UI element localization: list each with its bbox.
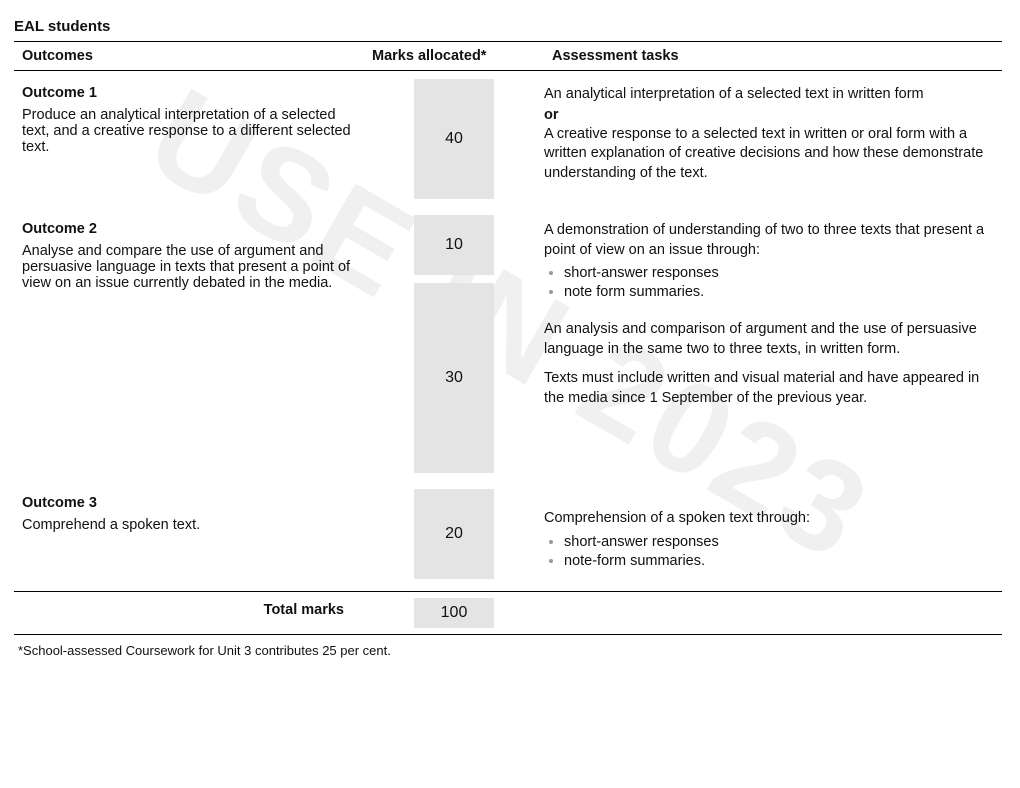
table-row: Outcome 2 Analyse and compare the use of… [14, 207, 1002, 481]
table-row: Outcome 3 Comprehend a spoken text. 20 C… [14, 481, 1002, 591]
marks-box: 40 [414, 79, 494, 199]
table-header-row: Outcomes Marks allocated* Assessment tas… [14, 42, 1002, 71]
totals-value-box: 100 [414, 598, 494, 628]
outcome-title: Outcome 3 [22, 495, 356, 511]
task-bullets: short-answer responses note form summari… [544, 264, 992, 300]
header-outcomes: Outcomes [14, 42, 364, 71]
outcome-desc: Comprehend a spoken text. [22, 517, 356, 533]
task-text: Texts must include written and visual ma… [544, 369, 992, 408]
marks-box: 10 [414, 215, 494, 275]
header-marks: Marks allocated* [364, 42, 544, 71]
marks-box: 20 [414, 489, 494, 579]
assessment-table: Outcomes Marks allocated* Assessment tas… [14, 41, 1002, 635]
task-text: An analytical interpretation of a select… [544, 85, 992, 105]
totals-label: Total marks [14, 591, 364, 634]
outcome-desc: Analyse and compare the use of argument … [22, 243, 356, 291]
outcome-desc: Produce an analytical interpretation of … [22, 107, 356, 155]
task-text: A demonstration of understanding of two … [544, 221, 992, 260]
task-or: or [544, 107, 992, 123]
outcome-title: Outcome 1 [22, 85, 356, 101]
task-bullets: short-answer responses note-form summari… [544, 533, 992, 569]
bullet-item: note form summaries. [564, 283, 992, 300]
section-title: EAL students [14, 18, 1002, 35]
header-tasks: Assessment tasks [544, 42, 1002, 71]
table-row: Outcome 1 Produce an analytical interpre… [14, 71, 1002, 208]
marks-box: 30 [414, 283, 494, 473]
bullet-item: short-answer responses [564, 533, 992, 550]
task-text: Comprehension of a spoken text through: [544, 509, 992, 529]
footnote: *School-assessed Coursework for Unit 3 c… [14, 635, 1002, 658]
bullet-item: note-form summaries. [564, 552, 992, 569]
bullet-item: short-answer responses [564, 264, 992, 281]
outcome-title: Outcome 2 [22, 221, 356, 237]
totals-row: Total marks 100 [14, 591, 1002, 634]
task-text: An analysis and comparison of argument a… [544, 320, 992, 359]
task-text: A creative response to a selected text i… [544, 125, 992, 184]
